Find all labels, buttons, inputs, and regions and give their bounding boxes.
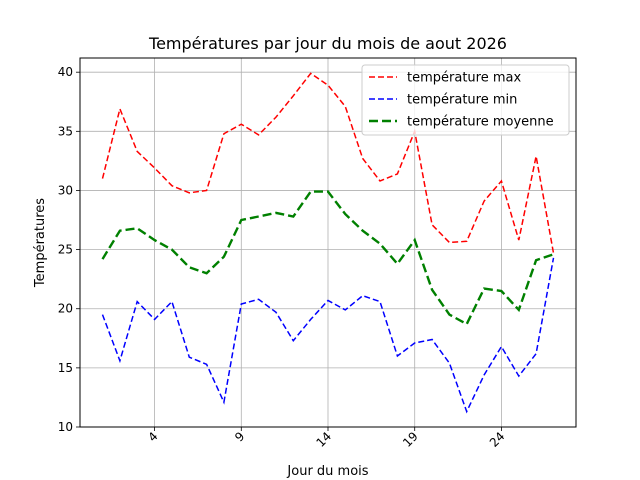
series-layer	[101, 72, 555, 414]
legend: température max température min températur…	[361, 64, 570, 136]
series-line-2	[101, 257, 555, 414]
series-line-1	[101, 72, 555, 254]
legend-box	[361, 64, 570, 136]
y-tick-label: 25	[58, 243, 73, 257]
y-tick-label: 10	[58, 420, 73, 434]
y-axis-label: Températures	[33, 198, 48, 288]
legend-label-2: température min	[407, 93, 517, 108]
y-tick-label: 35	[58, 124, 73, 138]
series-line-3	[101, 190, 554, 326]
y-tick-label: 15	[58, 361, 73, 375]
y-tick-label: 40	[58, 65, 73, 79]
chart-title: Températures par jour du mois de aout 20…	[148, 34, 507, 53]
y-tick-label: 20	[58, 302, 73, 316]
legend-label-3: température moyenne	[407, 115, 554, 130]
x-axis-label: Jour du mois	[286, 464, 368, 479]
legend-label-1: température max	[407, 71, 521, 86]
y-tick-label: 30	[58, 183, 73, 197]
